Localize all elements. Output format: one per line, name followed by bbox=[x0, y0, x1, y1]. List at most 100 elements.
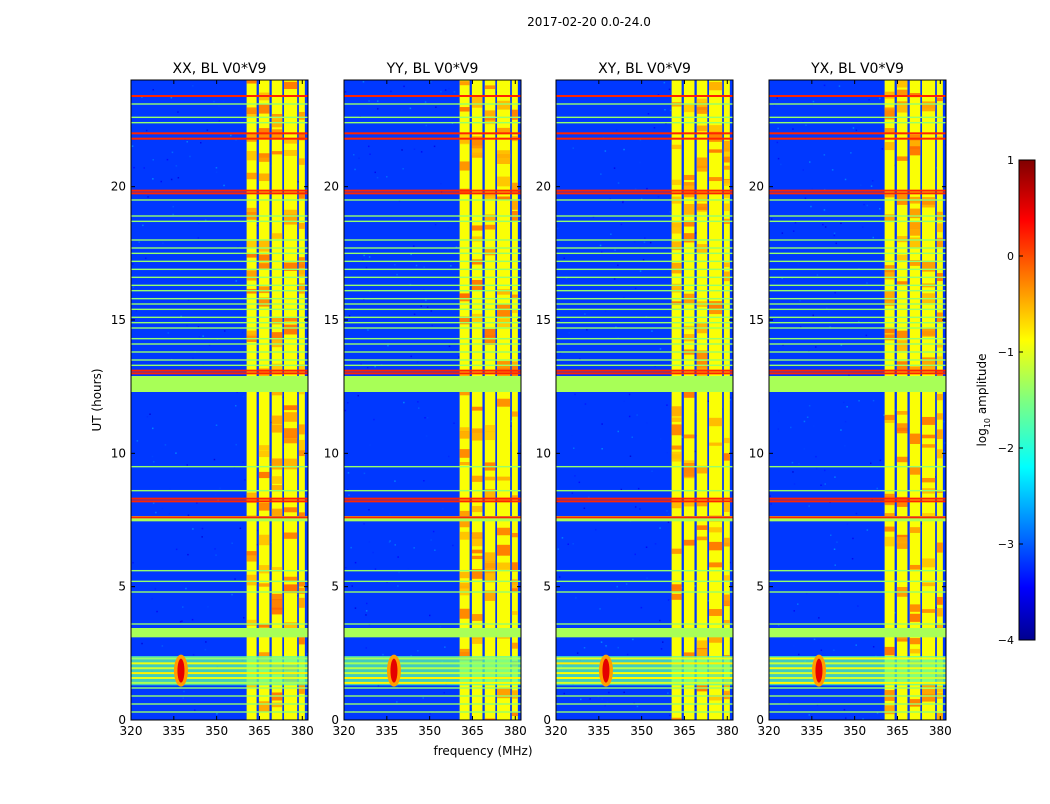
panel-xx: XX, BL V0*V9 320 335 350 365 380 0 5 10 15 20 bbox=[111, 61, 314, 738]
flagged-time-bands bbox=[131, 376, 308, 638]
flagged-time-band bbox=[131, 628, 308, 638]
spectrogram-image bbox=[131, 80, 308, 720]
warm-time-line bbox=[131, 289, 308, 292]
y-tick-label: 5 bbox=[543, 580, 551, 594]
warm-time-line bbox=[769, 695, 946, 697]
flagged-time-band bbox=[769, 376, 946, 392]
x-tick-label: 365 bbox=[673, 724, 696, 738]
hot-time-line bbox=[556, 500, 733, 503]
hot-time-line bbox=[344, 369, 521, 372]
hot-time-lines bbox=[344, 95, 521, 519]
hot-time-line bbox=[769, 189, 946, 192]
warm-time-line bbox=[769, 703, 946, 705]
warm-time-line bbox=[556, 215, 733, 217]
warm-time-line bbox=[769, 321, 946, 324]
hot-time-line bbox=[344, 192, 521, 195]
panel-title: YY, BL V0*V9 bbox=[386, 61, 479, 77]
flagged-time-bands bbox=[344, 376, 521, 638]
rfi-channel-band bbox=[471, 80, 483, 720]
warm-time-line bbox=[556, 687, 733, 689]
warm-time-line bbox=[769, 268, 946, 271]
warm-time-line bbox=[131, 284, 308, 287]
warm-time-line bbox=[769, 465, 946, 468]
warm-time-line bbox=[769, 687, 946, 689]
warm-time-line bbox=[769, 276, 946, 279]
warm-time-line bbox=[556, 303, 733, 305]
hot-time-line bbox=[556, 192, 733, 195]
x-tick-label: 335 bbox=[587, 724, 610, 738]
spectrogram-image bbox=[344, 80, 521, 720]
x-tick-label: 320 bbox=[120, 724, 143, 738]
hot-time-line bbox=[131, 189, 308, 192]
warm-time-line bbox=[131, 327, 308, 329]
warm-time-line bbox=[769, 327, 946, 329]
hot-time-line bbox=[131, 369, 308, 372]
warm-time-line bbox=[556, 239, 733, 241]
spectrogram-image bbox=[769, 80, 946, 720]
y-tick-label: 10 bbox=[111, 446, 126, 460]
warm-time-line bbox=[556, 337, 733, 340]
warm-time-line bbox=[344, 351, 521, 353]
warm-time-line bbox=[556, 327, 733, 329]
warm-time-line bbox=[131, 247, 308, 249]
x-tick-label: 320 bbox=[545, 724, 568, 738]
warm-time-line bbox=[344, 289, 521, 292]
panel-frame bbox=[343, 79, 522, 721]
warm-time-line bbox=[131, 276, 308, 279]
x-tick-label: 320 bbox=[758, 724, 781, 738]
warm-time-line bbox=[344, 103, 521, 105]
y-tick-label: 5 bbox=[331, 580, 339, 594]
warm-time-line bbox=[556, 580, 733, 583]
hot-time-lines bbox=[131, 95, 308, 519]
warm-time-line bbox=[769, 252, 946, 255]
rfi-channel-band bbox=[246, 80, 257, 720]
warm-time-line bbox=[556, 252, 733, 255]
warm-time-line bbox=[131, 351, 308, 353]
hot-time-line bbox=[131, 497, 308, 500]
panel-title: XY, BL V0*V9 bbox=[598, 61, 691, 77]
warm-time-line bbox=[769, 260, 946, 263]
hot-time-line bbox=[556, 132, 733, 135]
flagged-time-band bbox=[769, 516, 946, 522]
y-tick-label: 0 bbox=[756, 713, 764, 727]
warm-time-line bbox=[344, 465, 521, 468]
warm-time-line bbox=[556, 116, 733, 119]
warm-time-line bbox=[769, 711, 946, 713]
y-tick-label: 10 bbox=[749, 446, 764, 460]
warm-time-line bbox=[769, 569, 946, 572]
panel-frame bbox=[130, 79, 309, 721]
warm-time-line bbox=[344, 711, 521, 713]
x-tick-label: 365 bbox=[248, 724, 271, 738]
warm-time-line bbox=[131, 711, 308, 713]
x-tick-label: 350 bbox=[205, 724, 228, 738]
hot-time-line bbox=[769, 95, 946, 97]
warm-time-line bbox=[769, 351, 946, 353]
warm-time-line bbox=[344, 337, 521, 340]
warm-time-line bbox=[131, 337, 308, 340]
warm-time-line bbox=[131, 268, 308, 271]
warm-time-line bbox=[556, 260, 733, 263]
warm-time-line bbox=[131, 465, 308, 468]
warm-time-line bbox=[769, 289, 946, 292]
rfi-channel-band bbox=[258, 80, 270, 720]
warm-time-line bbox=[344, 121, 521, 124]
warm-time-line bbox=[344, 359, 521, 361]
hot-time-lines bbox=[769, 95, 946, 519]
y-tick-label: 20 bbox=[324, 180, 339, 194]
warm-time-line bbox=[769, 284, 946, 287]
rfi-channel-band bbox=[484, 80, 496, 720]
warm-time-line bbox=[131, 199, 308, 201]
hot-time-line bbox=[556, 372, 733, 375]
warm-time-line bbox=[131, 116, 308, 119]
warm-time-line bbox=[344, 116, 521, 119]
warm-time-line bbox=[131, 623, 308, 625]
x-tick-label: 320 bbox=[333, 724, 356, 738]
warm-time-line bbox=[344, 276, 521, 279]
x-tick-label: 350 bbox=[418, 724, 441, 738]
warm-time-line bbox=[769, 121, 946, 124]
strong-source-core bbox=[390, 658, 398, 683]
y-tick-label: 15 bbox=[536, 313, 551, 327]
warm-time-line bbox=[769, 297, 946, 300]
x-tick-label: 350 bbox=[843, 724, 866, 738]
hot-time-line bbox=[131, 95, 308, 97]
